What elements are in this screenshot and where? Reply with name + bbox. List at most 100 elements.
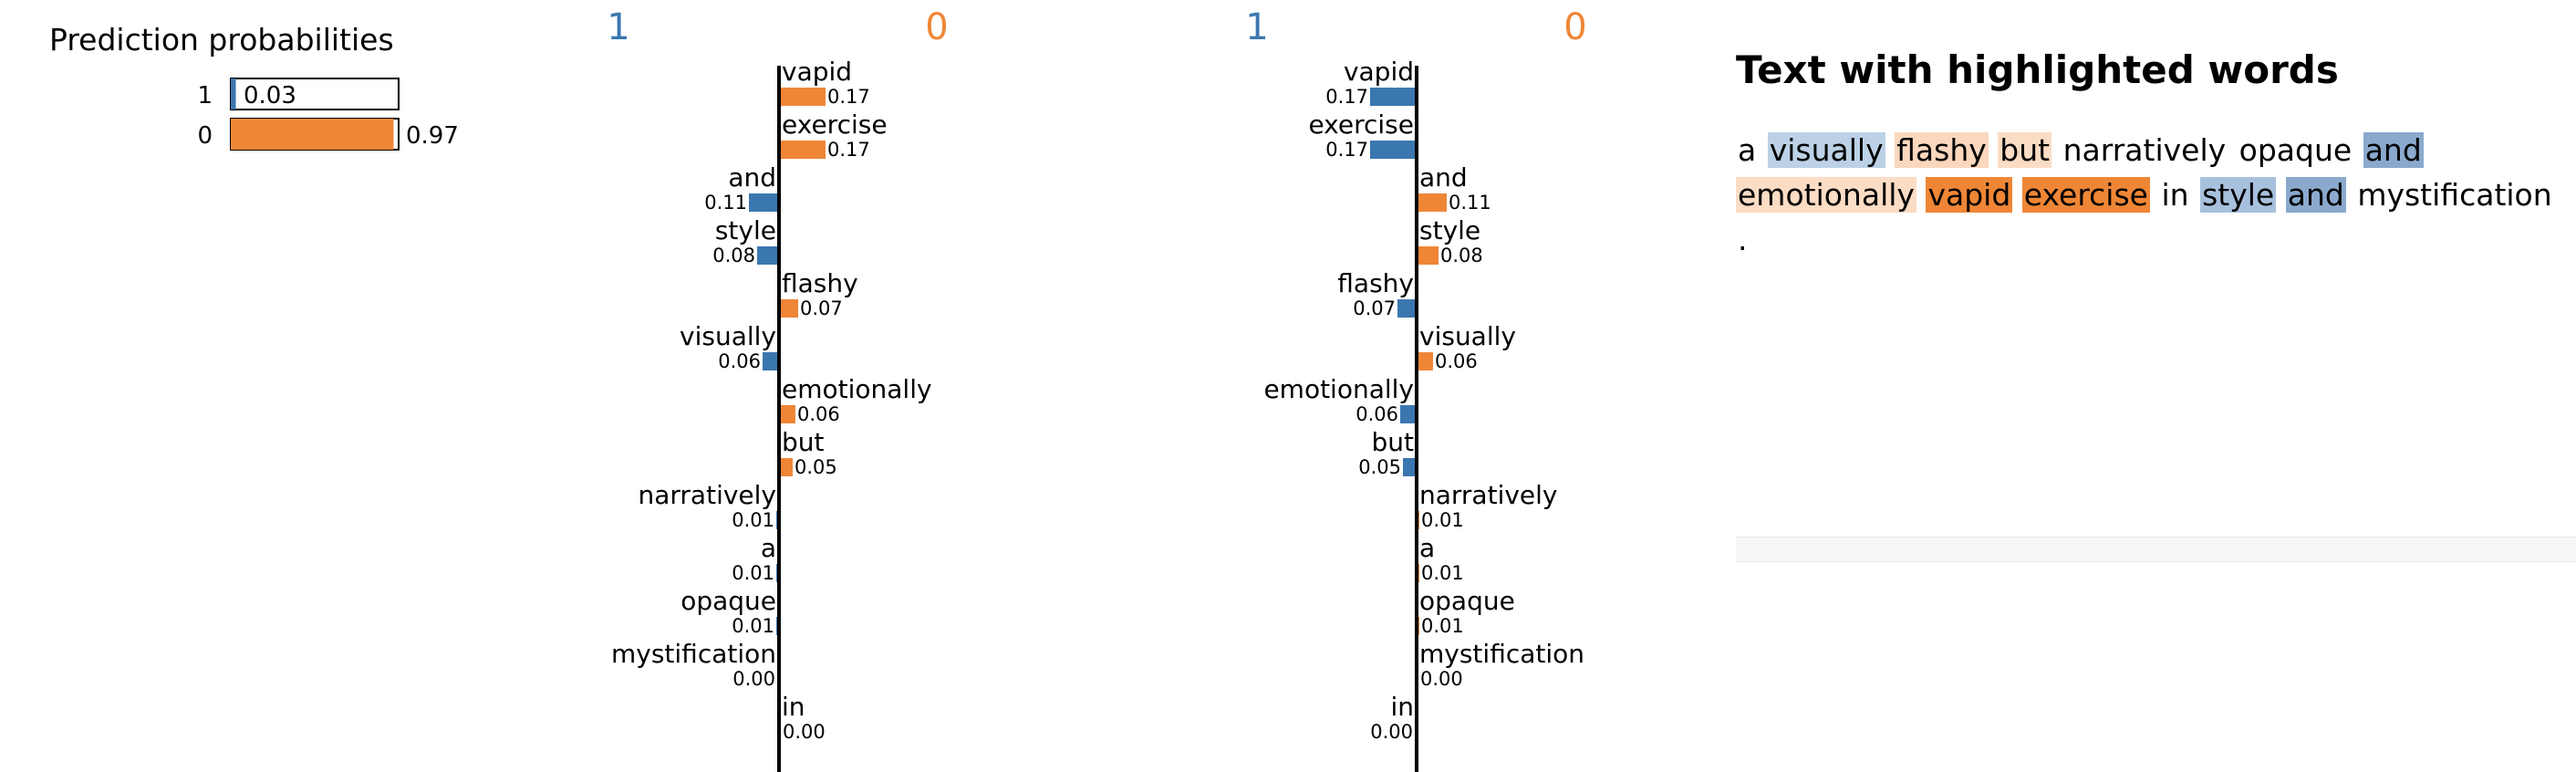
feature-value-label: 0.00 <box>1420 668 1463 690</box>
feature-value-label: 0.01 <box>1421 615 1464 637</box>
feature-value-label: 0.06 <box>797 403 840 425</box>
prediction-class-label: 1 <box>197 82 213 110</box>
feature-value-label: 0.01 <box>1421 562 1464 584</box>
feature-bar <box>1400 405 1417 423</box>
feature-bar <box>763 352 779 370</box>
feature-word-label: but <box>1372 427 1415 457</box>
feature-word-label: vapid <box>782 57 852 87</box>
class-1-label: 1 <box>607 6 629 48</box>
prediction-value: 0.03 <box>244 82 296 110</box>
feature-value-label: 0.05 <box>1358 456 1401 478</box>
feature-bar <box>1403 458 1417 476</box>
highlighted-token: narratively <box>2062 132 2227 168</box>
feature-value-label: 0.17 <box>1325 139 1368 161</box>
feature-value-label: 0.17 <box>1325 86 1368 108</box>
feature-value-label: 0.17 <box>827 139 870 161</box>
highlighted-text: a visually flashy but narratively opaque… <box>1736 128 2557 262</box>
feature-bar <box>1397 299 1417 318</box>
highlighted-token: but <box>1998 132 2052 168</box>
feature-bar <box>757 246 779 265</box>
feature-word-label: and <box>1419 162 1468 193</box>
feature-word-label: in <box>1390 692 1414 722</box>
feature-bar <box>1417 246 1439 265</box>
feature-word-label: flashy <box>1337 268 1414 298</box>
feature-value-label: 0.08 <box>712 245 755 266</box>
feature-value-label: 0.07 <box>1353 297 1396 319</box>
feature-value-label: 0.06 <box>1435 350 1478 372</box>
feature-word-label: narratively <box>1419 480 1558 510</box>
feature-bar <box>779 405 795 423</box>
highlighted-text-title: Text with highlighted words <box>1736 47 2339 92</box>
feature-value-label: 0.01 <box>732 509 774 531</box>
prediction-class-label: 0 <box>197 122 213 150</box>
feature-word-label: opaque <box>680 586 776 616</box>
class-1-label: 1 <box>1245 6 1268 48</box>
feature-word-label: flashy <box>782 268 858 298</box>
feature-word-label: exercise <box>782 110 888 140</box>
feature-bar <box>779 458 793 476</box>
feature-value-label: 0.17 <box>827 86 870 108</box>
highlighted-token: mystification <box>2357 177 2552 213</box>
feature-bar <box>1417 193 1447 212</box>
highlighted-token: . <box>1738 222 1748 257</box>
feature-word-label: a <box>1419 533 1435 563</box>
feature-value-label: 0.05 <box>795 456 837 478</box>
highlighted-token: and <box>2285 177 2346 213</box>
class-0-label: 0 <box>925 6 948 48</box>
feature-value-label: 0.01 <box>732 615 774 637</box>
feature-value-label: 0.01 <box>732 562 774 584</box>
feature-word-label: emotionally <box>782 374 932 404</box>
feature-bar <box>1417 352 1433 370</box>
horizontal-scrollbar[interactable] <box>1736 537 2576 562</box>
feature-word-label: mystification <box>611 639 776 669</box>
feature-word-label: in <box>782 692 805 722</box>
feature-bar <box>779 141 826 159</box>
highlighted-token: opaque <box>2238 132 2353 168</box>
feature-word-label: visually <box>680 321 776 351</box>
feature-word-label: style <box>715 215 776 245</box>
feature-word-label: exercise <box>1308 110 1414 140</box>
feature-weights-chart-2: 1 0vapid0.17exercise0.17and0.11style0.08f… <box>1245 6 1587 772</box>
feature-word-label: and <box>728 162 776 193</box>
prediction-bar <box>231 78 236 110</box>
highlighted-token: flashy <box>1895 132 1989 168</box>
feature-word-label: visually <box>1419 321 1516 351</box>
highlighted-token: and <box>2363 132 2424 168</box>
feature-value-label: 0.11 <box>1449 192 1491 214</box>
prediction-value: 0.97 <box>406 122 459 150</box>
feature-word-label: mystification <box>1419 639 1584 669</box>
feature-value-label: 0.07 <box>800 297 843 319</box>
feature-word-label: emotionally <box>1263 374 1414 404</box>
feature-word-label: narratively <box>639 480 777 510</box>
class-0-label: 0 <box>1563 6 1586 48</box>
highlighted-token: a <box>1738 132 1757 168</box>
feature-value-label: 0.11 <box>704 192 747 214</box>
feature-bar <box>1370 141 1417 159</box>
highlighted-token: in <box>2161 177 2189 213</box>
feature-bar <box>779 88 826 106</box>
feature-word-label: but <box>782 427 825 457</box>
feature-value-label: 0.00 <box>732 668 775 690</box>
feature-word-label: vapid <box>1344 57 1414 87</box>
feature-bar <box>779 299 798 318</box>
feature-word-label: a <box>761 533 776 563</box>
feature-value-label: 0.08 <box>1440 245 1483 266</box>
feature-value-label: 0.06 <box>1356 403 1398 425</box>
feature-weights-chart-1: 1 0vapid0.17exercise0.17and0.11style0.08f… <box>607 6 949 772</box>
highlighted-token: visually <box>1767 132 1885 168</box>
feature-value-label: 0.06 <box>718 350 761 372</box>
prediction-bar <box>231 119 394 150</box>
highlighted-token: style <box>2200 177 2277 213</box>
highlighted-token: vapid <box>1926 177 2013 213</box>
highlighted-token: emotionally <box>1736 177 1916 213</box>
feature-bar <box>749 193 779 212</box>
highlighted-token: exercise <box>2021 177 2150 213</box>
feature-value-label: 0.00 <box>783 721 826 743</box>
prediction-title: Prediction probabilities <box>49 22 394 57</box>
feature-value-label: 0.00 <box>1370 721 1413 743</box>
feature-word-label: opaque <box>1419 586 1515 616</box>
feature-word-label: style <box>1419 215 1480 245</box>
prediction-probabilities-panel: Prediction probabilities 1 0.03 0 0.97 <box>49 22 459 151</box>
feature-bar <box>1370 88 1417 106</box>
